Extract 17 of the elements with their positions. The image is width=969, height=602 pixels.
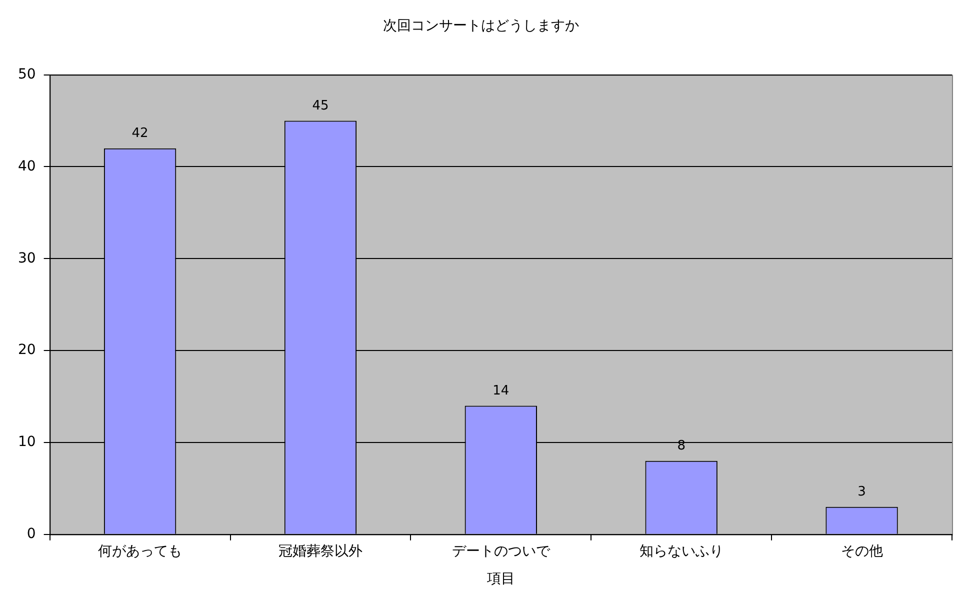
x-tick-label: デートのついで: [452, 543, 551, 560]
data-label: 14: [492, 384, 510, 399]
y-tick-label: 0: [26, 526, 36, 542]
y-tick-label: 30: [18, 250, 36, 266]
y-tick-label: 20: [18, 342, 36, 358]
x-tick-label: 何があっても: [98, 543, 182, 560]
x-tick-label: 冠婚葬祭以外: [278, 543, 362, 560]
y-tick-label: 40: [18, 158, 36, 174]
chart-title: 次回コンサートはどうしますか: [383, 18, 579, 34]
x-tick-label: 知らないふり: [639, 543, 724, 560]
y-tick-label: 50: [18, 66, 36, 82]
y-tick-label: 10: [18, 434, 36, 450]
x-axis-title: 項目: [486, 571, 515, 588]
x-tick-label: その他: [840, 543, 883, 560]
data-label: 3: [858, 484, 866, 500]
data-label: 42: [132, 126, 148, 142]
data-label: 45: [312, 98, 329, 114]
